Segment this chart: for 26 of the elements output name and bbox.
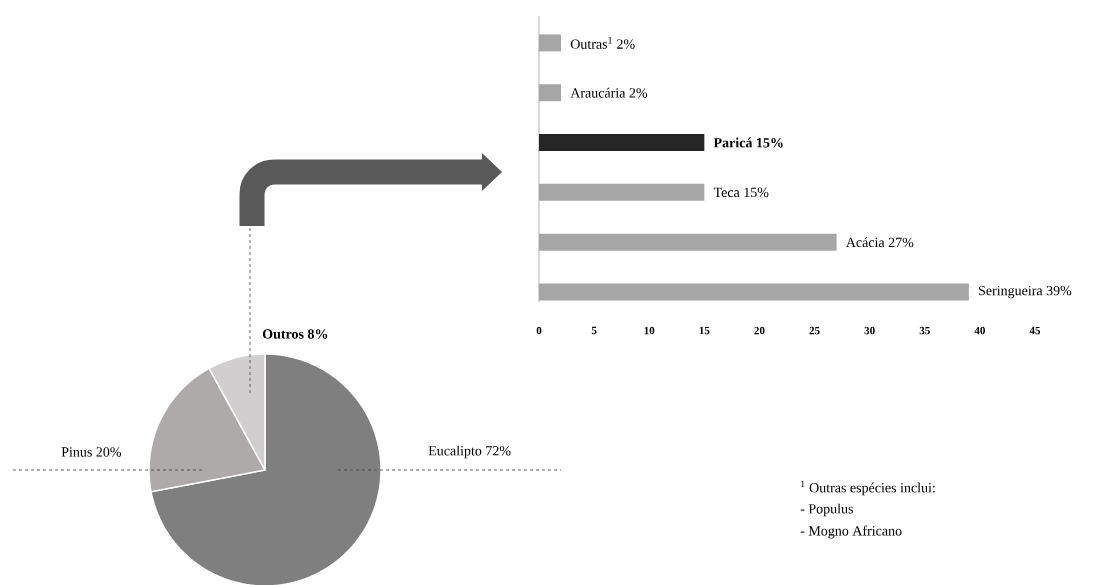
x-tick-label: 10 <box>644 326 655 335</box>
x-tick-label: 30 <box>864 326 875 335</box>
x-tick-label: 25 <box>809 326 820 335</box>
x-tick-label: 0 <box>536 326 542 335</box>
text: $^{1}$ Outras espécies inclui: <box>801 480 935 496</box>
x-tick-label: 5 <box>591 326 597 335</box>
data-label: 72% <box>486 446 511 456</box>
category-label: Teca 15% <box>713 187 769 198</box>
x-tick-label: 35 <box>919 326 930 335</box>
x-tick-label: 20 <box>754 326 765 335</box>
x-tick-label: 15 <box>699 326 710 335</box>
data-label: 8% <box>307 329 328 339</box>
text: - Mogno Africano <box>800 525 902 539</box>
category-label: Acácia 27% <box>845 237 914 248</box>
x-tick-label: 40 <box>974 326 985 335</box>
category-label: Araucária 2% <box>570 87 648 98</box>
category-label: Paricá 15% <box>713 137 783 148</box>
slice-label: Pinus <box>61 447 92 457</box>
slice-label: Outros <box>262 329 304 339</box>
x-tick-label: 45 <box>1029 326 1041 335</box>
slice-label: Eucalipto <box>428 445 482 459</box>
category-label: Outras$^{1}$ 2% <box>570 36 635 49</box>
text: - Populus <box>800 503 853 517</box>
data-label: 20% <box>96 447 122 457</box>
bar <box>539 134 705 152</box>
category-label: Seringueira 39% <box>979 285 1072 299</box>
